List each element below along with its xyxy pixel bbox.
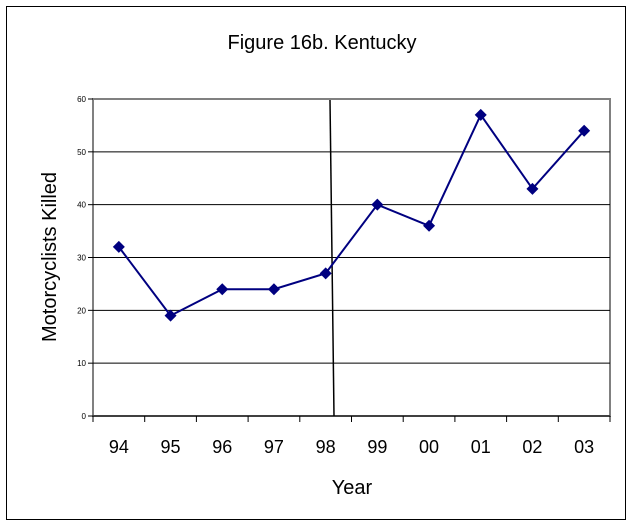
y-tick-label: 0	[82, 412, 87, 421]
y-tick-label: 60	[77, 95, 86, 104]
data-point	[423, 219, 436, 232]
x-tick-label: 96	[212, 437, 232, 457]
x-tick-label: 97	[264, 437, 284, 457]
chart-title: Figure 16b. Kentucky	[228, 32, 417, 54]
y-tick-label: 40	[77, 201, 86, 210]
x-axis-label: Year	[332, 477, 373, 499]
data-point	[267, 283, 280, 296]
x-tick-label: 00	[419, 437, 439, 457]
y-tick-label: 10	[77, 359, 86, 368]
data-point	[112, 240, 125, 253]
data-point	[216, 283, 229, 296]
y-tick-label: 20	[77, 306, 86, 315]
divider-line	[329, 99, 335, 417]
data-point	[371, 198, 384, 211]
data-point	[578, 124, 591, 137]
x-axis: 94 95 96 97 98 99 00 01 02 03	[92, 415, 611, 457]
x-tick-label: 99	[367, 437, 387, 457]
y-axis: 0 10 20 30 40 50 60	[77, 95, 93, 421]
y-tick-label: 50	[77, 148, 86, 157]
data-point	[474, 108, 487, 121]
x-tick-label: 95	[161, 437, 181, 457]
x-tick-label: 01	[471, 437, 491, 457]
data-point	[319, 267, 332, 280]
x-tick-label: 94	[109, 437, 129, 457]
y-tick-label: 30	[77, 254, 86, 263]
x-tick-label: 03	[574, 437, 594, 457]
series-group	[112, 108, 591, 322]
x-tick-label: 02	[522, 437, 542, 457]
y-axis-label: Motorcyclists Killed	[39, 172, 61, 342]
x-tick-label: 98	[316, 437, 336, 457]
series-line	[118, 112, 585, 317]
data-point	[164, 309, 177, 322]
data-point	[526, 182, 539, 195]
